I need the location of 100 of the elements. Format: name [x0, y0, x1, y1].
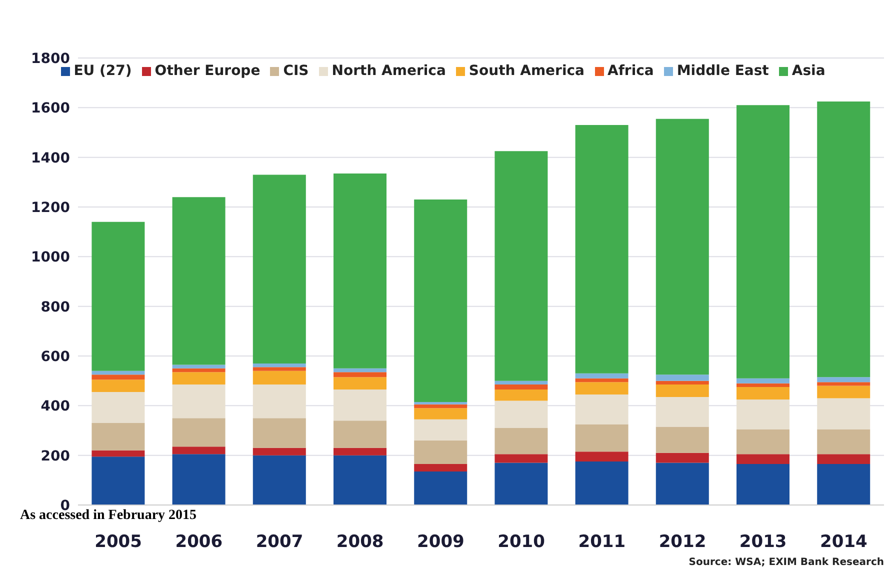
bar: [252, 455, 306, 505]
x-tick-label: 2008: [336, 532, 384, 552]
bar: [656, 452, 709, 463]
legend-label: North America: [332, 63, 446, 79]
bar: [656, 462, 709, 505]
bar: [736, 454, 790, 464]
y-tick-label: 1600: [31, 100, 70, 117]
bar: [656, 396, 709, 427]
bar: [334, 368, 386, 372]
bar: [252, 418, 306, 448]
bar: [172, 384, 226, 418]
bar: [736, 105, 790, 378]
bar: [414, 408, 468, 420]
bar: [334, 448, 386, 456]
bar: [656, 380, 709, 385]
bar: [172, 368, 226, 372]
legend-label: CIS: [283, 63, 309, 79]
bar: [817, 454, 870, 464]
y-tick-label: 600: [40, 348, 70, 365]
bar: [334, 372, 386, 378]
bar: [494, 400, 548, 428]
bar: [334, 377, 386, 390]
bar: [736, 464, 790, 505]
bar: [494, 454, 548, 463]
y-tick-label: 1800: [31, 50, 70, 67]
bar: [575, 394, 628, 424]
bar: [656, 374, 709, 381]
bar: [334, 390, 386, 421]
text: As accessed in February 2015: [20, 508, 197, 524]
bar: [575, 462, 628, 505]
bar: [414, 404, 468, 408]
bar: [92, 450, 145, 457]
bar: [736, 378, 790, 384]
bar: [252, 367, 306, 371]
y-tick-label: 400: [40, 398, 70, 415]
bar: [92, 380, 145, 392]
x-tick-label: 2014: [820, 532, 868, 552]
bar: [414, 419, 468, 440]
bar: [817, 101, 870, 378]
bar: [252, 448, 306, 456]
x-tick-label: 2012: [658, 532, 706, 552]
bar: [414, 440, 468, 464]
bar: [414, 402, 468, 404]
bar: [414, 200, 468, 402]
bar: [172, 418, 226, 447]
y-tick-label: 1000: [31, 250, 70, 266]
bar: [494, 384, 548, 390]
legend-label: EU (27): [74, 63, 132, 79]
bar: [92, 374, 145, 380]
bar: [736, 429, 790, 454]
legend-label: Middle East: [676, 63, 769, 79]
legend-label: Asia: [792, 63, 826, 79]
bar: [172, 364, 226, 368]
bar: [92, 456, 145, 505]
bar: [736, 387, 790, 400]
bar: [172, 372, 226, 385]
source-note: Source: WSA; EXIM Bank Research: [688, 557, 884, 568]
bar: [252, 174, 306, 364]
bar: [656, 384, 709, 397]
bar: [817, 429, 870, 454]
x-tick-label: 2006: [175, 532, 223, 552]
bar: [92, 423, 145, 450]
bar: [575, 452, 628, 462]
y-tick-label: 800: [40, 299, 70, 316]
x-tick-label: 2007: [256, 532, 304, 552]
bar: [334, 420, 386, 448]
legend-label: Other Europe: [154, 63, 260, 79]
bar: [494, 151, 548, 381]
bar: [817, 464, 870, 505]
y-tick-label: 1400: [31, 150, 70, 166]
bar: [494, 428, 548, 454]
bar: [736, 383, 790, 388]
bar: [575, 382, 628, 394]
bar: [92, 392, 145, 424]
x-tick-label: 2011: [578, 532, 626, 552]
x-tick-label: 2010: [498, 532, 546, 552]
y-tick-label: 200: [40, 448, 70, 464]
bar: [92, 222, 145, 371]
bar: [172, 197, 226, 365]
bar: [575, 424, 628, 452]
bar: [494, 390, 548, 401]
legend-label: South America: [468, 63, 584, 79]
bar: [334, 173, 386, 368]
bar: [817, 386, 870, 398]
bar: [334, 455, 386, 505]
bar: [494, 380, 548, 385]
bar: [92, 370, 145, 375]
bar: [575, 125, 628, 374]
bar: [575, 378, 628, 382]
bar: [252, 384, 306, 418]
bar: [817, 382, 870, 386]
y-tick-label: 1200: [31, 200, 70, 216]
bar: [656, 426, 709, 453]
bar: [494, 462, 548, 505]
legend-label: Africa: [608, 63, 654, 79]
bar: [575, 373, 628, 378]
x-tick-label: 2005: [94, 532, 142, 552]
bar: [817, 377, 870, 382]
bar: [414, 471, 468, 505]
bar: [817, 398, 870, 430]
